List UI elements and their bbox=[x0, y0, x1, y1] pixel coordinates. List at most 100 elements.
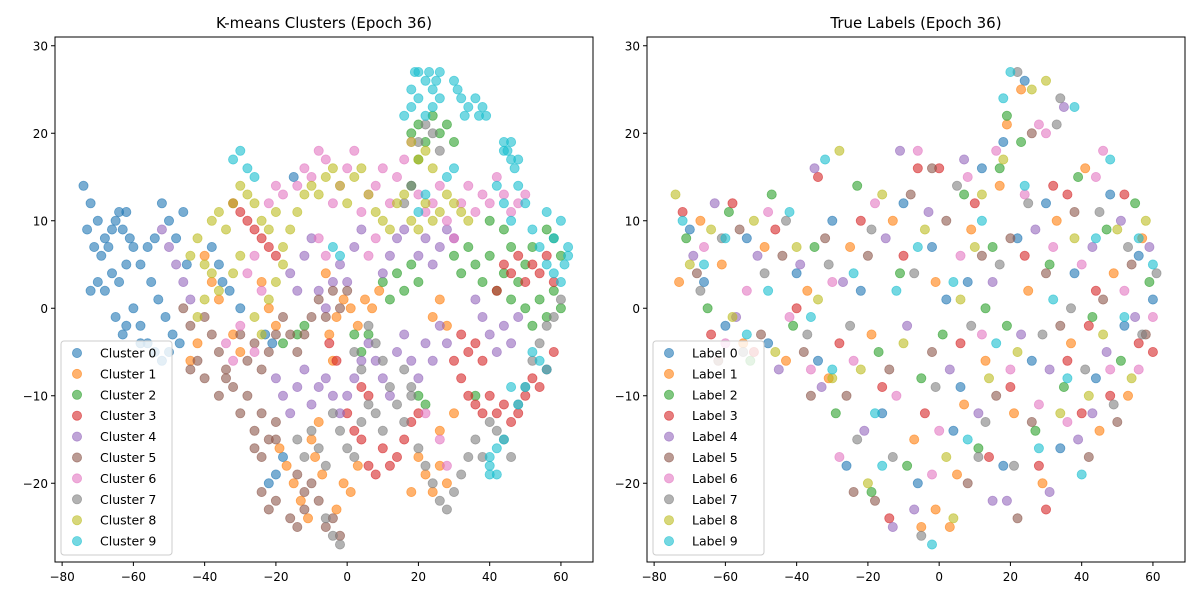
data-point-series-9 bbox=[413, 93, 424, 104]
data-point-series-2 bbox=[413, 276, 424, 287]
data-point-series-9 bbox=[1119, 311, 1130, 322]
data-point-series-2 bbox=[391, 268, 402, 279]
data-point-series-2 bbox=[1115, 355, 1126, 366]
data-point-series-7 bbox=[434, 495, 445, 506]
data-point-series-8 bbox=[306, 180, 317, 191]
data-point-series-9 bbox=[848, 268, 859, 279]
data-point-series-8 bbox=[313, 189, 324, 200]
data-point-series-2 bbox=[723, 206, 734, 217]
data-point-series-0 bbox=[1019, 75, 1030, 86]
data-point-series-5 bbox=[206, 329, 217, 340]
data-point-series-0 bbox=[171, 233, 182, 244]
data-point-series-9 bbox=[720, 233, 731, 244]
data-point-series-4 bbox=[277, 390, 288, 401]
data-point-series-7 bbox=[413, 443, 424, 454]
data-point-series-7 bbox=[1094, 206, 1105, 217]
legend-marker bbox=[664, 473, 675, 484]
data-point-series-1 bbox=[352, 460, 363, 471]
data-point-series-1 bbox=[994, 180, 1005, 191]
data-point-series-3 bbox=[1147, 346, 1158, 357]
data-point-series-7 bbox=[966, 320, 977, 331]
data-point-series-8 bbox=[862, 478, 873, 489]
data-point-series-9 bbox=[249, 171, 260, 182]
data-point-series-4 bbox=[292, 285, 303, 296]
data-point-series-3 bbox=[706, 329, 717, 340]
data-point-series-3 bbox=[898, 250, 909, 261]
data-point-series-7 bbox=[399, 416, 410, 427]
data-point-series-0 bbox=[1147, 294, 1158, 305]
data-point-series-3 bbox=[363, 390, 374, 401]
data-point-series-6 bbox=[870, 198, 881, 209]
data-point-series-6 bbox=[699, 241, 710, 252]
data-point-series-8 bbox=[834, 145, 845, 156]
data-point-series-1 bbox=[281, 460, 292, 471]
data-point-series-6 bbox=[805, 364, 816, 375]
data-points bbox=[78, 67, 574, 550]
data-point-series-5 bbox=[213, 390, 224, 401]
legend-label: Cluster 3 bbox=[100, 408, 156, 423]
data-point-series-4 bbox=[513, 311, 524, 322]
data-point-series-2 bbox=[384, 294, 395, 305]
data-point-series-0 bbox=[121, 320, 132, 331]
data-point-series-1 bbox=[959, 399, 970, 410]
data-point-series-5 bbox=[263, 504, 274, 515]
data-point-series-4 bbox=[413, 373, 424, 384]
data-point-series-4 bbox=[959, 154, 970, 165]
legend-box bbox=[60, 340, 173, 556]
data-point-series-4 bbox=[434, 241, 445, 252]
data-point-series-0 bbox=[763, 338, 774, 349]
data-point-series-8 bbox=[391, 198, 402, 209]
data-point-series-0 bbox=[128, 241, 139, 252]
data-point-series-4 bbox=[391, 346, 402, 357]
data-point-series-9 bbox=[459, 110, 470, 121]
data-point-series-3 bbox=[456, 329, 467, 340]
data-point-series-3 bbox=[470, 338, 481, 349]
data-point-series-2 bbox=[463, 241, 474, 252]
data-point-series-9 bbox=[877, 460, 888, 471]
data-point-series-8 bbox=[377, 215, 388, 226]
data-point-series-7 bbox=[441, 504, 452, 515]
data-point-series-4 bbox=[987, 276, 998, 287]
data-point-series-3 bbox=[263, 241, 274, 252]
data-point-series-9 bbox=[513, 154, 524, 165]
data-point-series-3 bbox=[534, 268, 545, 279]
data-point-series-1 bbox=[256, 276, 267, 287]
data-point-series-3 bbox=[391, 451, 402, 462]
data-point-series-8 bbox=[463, 215, 474, 226]
data-point-series-0 bbox=[178, 206, 189, 217]
data-point-series-9 bbox=[470, 93, 481, 104]
data-point-series-1 bbox=[1051, 215, 1062, 226]
data-point-series-5 bbox=[263, 346, 274, 357]
legend-label: Label 6 bbox=[692, 471, 738, 486]
legend-marker bbox=[664, 452, 675, 463]
data-point-series-3 bbox=[1133, 338, 1144, 349]
data-point-series-1 bbox=[916, 522, 927, 533]
legend-marker bbox=[72, 389, 83, 400]
data-point-series-4 bbox=[1016, 329, 1027, 340]
data-point-series-0 bbox=[998, 460, 1009, 471]
data-point-series-2 bbox=[555, 303, 566, 314]
data-point-series-3 bbox=[498, 259, 509, 270]
data-point-series-8 bbox=[706, 224, 717, 235]
data-point-series-9 bbox=[527, 346, 538, 357]
data-point-series-7 bbox=[356, 416, 367, 427]
data-point-series-0 bbox=[99, 233, 110, 244]
data-point-series-4 bbox=[391, 233, 402, 244]
data-point-series-8 bbox=[185, 250, 196, 261]
data-point-series-5 bbox=[777, 250, 788, 261]
data-point-series-1 bbox=[374, 285, 385, 296]
data-point-series-7 bbox=[349, 346, 360, 357]
chart-title: K-means Clusters (Epoch 36) bbox=[216, 14, 432, 32]
data-point-series-0 bbox=[121, 259, 132, 270]
legend-marker bbox=[72, 431, 83, 442]
data-point-series-6 bbox=[441, 460, 452, 471]
data-point-series-5 bbox=[320, 311, 331, 322]
data-point-series-4 bbox=[441, 338, 452, 349]
data-point-series-3 bbox=[363, 460, 374, 471]
data-point-series-7 bbox=[470, 434, 481, 445]
x-tick-label: −20 bbox=[855, 570, 880, 584]
data-point-series-2 bbox=[520, 303, 531, 314]
data-point-series-1 bbox=[338, 478, 349, 489]
data-point-series-8 bbox=[263, 224, 274, 235]
data-point-series-1 bbox=[199, 250, 210, 261]
